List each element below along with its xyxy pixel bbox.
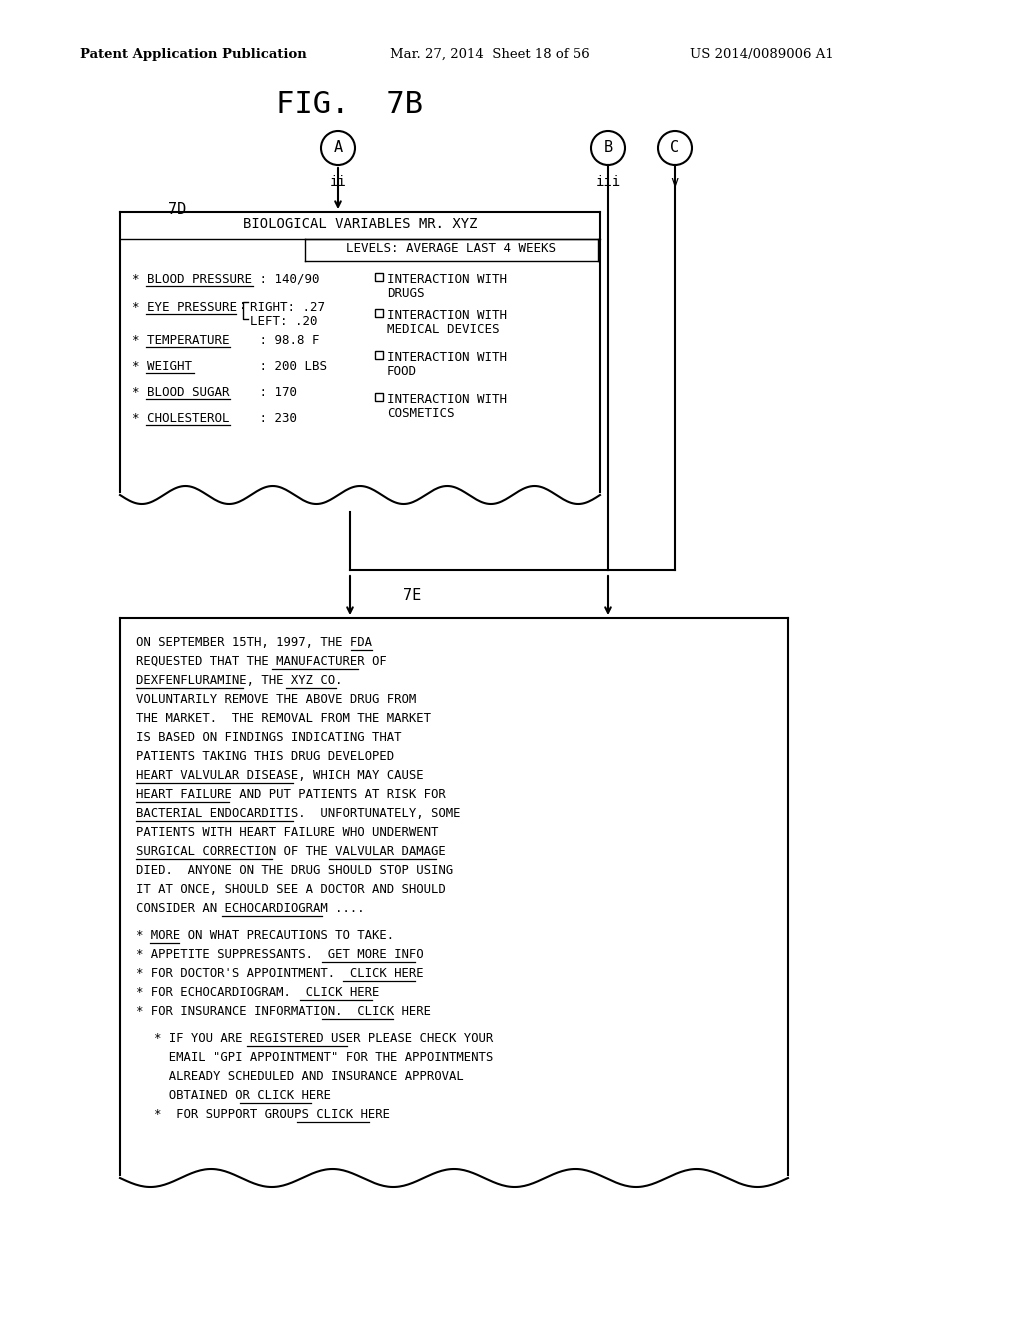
Bar: [375, 393, 383, 401]
Text: MEDICAL DEVICES: MEDICAL DEVICES: [387, 323, 500, 337]
Text: *  FOR SUPPORT GROUPS CLICK HERE: * FOR SUPPORT GROUPS CLICK HERE: [154, 1107, 390, 1121]
Text: IS BASED ON FINDINGS INDICATING THAT: IS BASED ON FINDINGS INDICATING THAT: [136, 731, 401, 744]
Text: FIG.  7B: FIG. 7B: [276, 90, 424, 119]
Text: :: :: [239, 300, 247, 312]
Text: iii: iii: [595, 176, 621, 189]
Text: ALREADY SCHEDULED AND INSURANCE APPROVAL: ALREADY SCHEDULED AND INSURANCE APPROVAL: [154, 1071, 464, 1082]
Text: REQUESTED THAT THE MANUFACTURER OF: REQUESTED THAT THE MANUFACTURER OF: [136, 655, 387, 668]
Bar: [375, 309, 383, 317]
Text: HEART FAILURE AND PUT PATIENTS AT RISK FOR: HEART FAILURE AND PUT PATIENTS AT RISK F…: [136, 788, 445, 801]
Text: * IF YOU ARE REGISTERED USER PLEASE CHECK YOUR: * IF YOU ARE REGISTERED USER PLEASE CHEC…: [154, 1032, 494, 1045]
Text: * FOR INSURANCE INFORMATION.  CLICK HERE: * FOR INSURANCE INFORMATION. CLICK HERE: [136, 1005, 431, 1018]
Text: * APPETITE SUPPRESSANTS.  GET MORE INFO: * APPETITE SUPPRESSANTS. GET MORE INFO: [136, 948, 424, 961]
Text: EMAIL "GPI APPOINTMENT" FOR THE APPOINTMENTS: EMAIL "GPI APPOINTMENT" FOR THE APPOINTM…: [154, 1051, 494, 1064]
Text: CONSIDER AN ECHOCARDIOGRAM ....: CONSIDER AN ECHOCARDIOGRAM ....: [136, 902, 365, 915]
Text: SURGICAL CORRECTION OF THE VALVULAR DAMAGE: SURGICAL CORRECTION OF THE VALVULAR DAMA…: [136, 845, 445, 858]
Text: Mar. 27, 2014  Sheet 18 of 56: Mar. 27, 2014 Sheet 18 of 56: [390, 48, 590, 61]
Text: * CHOLESTEROL    : 230: * CHOLESTEROL : 230: [132, 412, 297, 425]
Text: HEART VALVULAR DISEASE, WHICH MAY CAUSE: HEART VALVULAR DISEASE, WHICH MAY CAUSE: [136, 770, 424, 781]
Bar: [375, 273, 383, 281]
Text: INTERACTION WITH: INTERACTION WITH: [387, 351, 507, 364]
Text: FOOD: FOOD: [387, 366, 417, 378]
Text: * FOR DOCTOR'S APPOINTMENT.  CLICK HERE: * FOR DOCTOR'S APPOINTMENT. CLICK HERE: [136, 968, 424, 979]
Text: COSMETICS: COSMETICS: [387, 407, 455, 420]
Text: BACTERIAL ENDOCARDITIS.  UNFORTUNATELY, SOME: BACTERIAL ENDOCARDITIS. UNFORTUNATELY, S…: [136, 807, 461, 820]
Text: ON SEPTEMBER 15TH, 1997, THE FDA: ON SEPTEMBER 15TH, 1997, THE FDA: [136, 636, 372, 649]
Text: IT AT ONCE, SHOULD SEE A DOCTOR AND SHOULD: IT AT ONCE, SHOULD SEE A DOCTOR AND SHOU…: [136, 883, 445, 896]
Text: * WEIGHT         : 200 LBS: * WEIGHT : 200 LBS: [132, 360, 327, 374]
Text: ii: ii: [330, 176, 346, 189]
Text: * MORE ON WHAT PRECAUTIONS TO TAKE.: * MORE ON WHAT PRECAUTIONS TO TAKE.: [136, 929, 394, 942]
Text: PATIENTS WITH HEART FAILURE WHO UNDERWENT: PATIENTS WITH HEART FAILURE WHO UNDERWEN…: [136, 826, 438, 840]
Text: * TEMPERATURE    : 98.8 F: * TEMPERATURE : 98.8 F: [132, 334, 319, 347]
Text: Patent Application Publication: Patent Application Publication: [80, 48, 307, 61]
Text: C: C: [671, 140, 680, 156]
Text: LEVELS: AVERAGE LAST 4 WEEKS: LEVELS: AVERAGE LAST 4 WEEKS: [346, 242, 556, 255]
Text: DEXFENFLURAMINE, THE XYZ CO.: DEXFENFLURAMINE, THE XYZ CO.: [136, 675, 342, 686]
Text: DRUGS: DRUGS: [387, 286, 425, 300]
Bar: [375, 351, 383, 359]
Text: A: A: [334, 140, 343, 156]
Text: B: B: [603, 140, 612, 156]
Text: LEFT: .20: LEFT: .20: [250, 315, 317, 327]
Text: INTERACTION WITH: INTERACTION WITH: [387, 273, 507, 286]
Text: DIED.  ANYONE ON THE DRUG SHOULD STOP USING: DIED. ANYONE ON THE DRUG SHOULD STOP USI…: [136, 865, 454, 876]
Text: THE MARKET.  THE REMOVAL FROM THE MARKET: THE MARKET. THE REMOVAL FROM THE MARKET: [136, 711, 431, 725]
Text: BIOLOGICAL VARIABLES MR. XYZ: BIOLOGICAL VARIABLES MR. XYZ: [243, 216, 477, 231]
Text: * FOR ECHOCARDIOGRAM.  CLICK HERE: * FOR ECHOCARDIOGRAM. CLICK HERE: [136, 986, 379, 999]
Text: INTERACTION WITH: INTERACTION WITH: [387, 309, 507, 322]
Text: RIGHT: .27: RIGHT: .27: [250, 301, 325, 314]
Text: PATIENTS TAKING THIS DRUG DEVELOPED: PATIENTS TAKING THIS DRUG DEVELOPED: [136, 750, 394, 763]
Text: OBTAINED OR CLICK HERE: OBTAINED OR CLICK HERE: [154, 1089, 331, 1102]
Text: * EYE PRESSURE: * EYE PRESSURE: [132, 301, 237, 314]
Text: 7E: 7E: [402, 587, 421, 603]
Text: * BLOOD SUGAR    : 170: * BLOOD SUGAR : 170: [132, 385, 297, 399]
Text: US 2014/0089006 A1: US 2014/0089006 A1: [690, 48, 834, 61]
Text: VOLUNTARILY REMOVE THE ABOVE DRUG FROM: VOLUNTARILY REMOVE THE ABOVE DRUG FROM: [136, 693, 416, 706]
Text: * BLOOD PRESSURE : 140/90: * BLOOD PRESSURE : 140/90: [132, 273, 319, 286]
Text: 7D: 7D: [168, 202, 186, 216]
Text: v: v: [671, 176, 679, 189]
Text: INTERACTION WITH: INTERACTION WITH: [387, 393, 507, 407]
